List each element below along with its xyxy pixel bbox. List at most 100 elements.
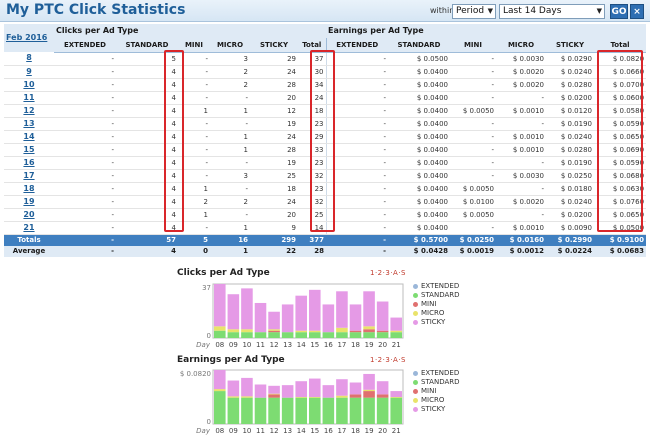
bar-segment-sticky xyxy=(268,311,280,330)
bar-segment-standard xyxy=(227,332,240,338)
table-row: 13-4- -19 23- $ 0.0400- - $ 0.0190 $ 0.0590 xyxy=(4,117,647,131)
earnings-cell: - xyxy=(496,156,546,170)
earnings-cell: $ 0.0200 xyxy=(546,208,594,222)
clicks-cell: 18 xyxy=(298,104,326,118)
bar-segment-micro xyxy=(295,330,307,333)
table-row: 15-4-1 28 33- $ 0.0400- $ 0.0010 $ 0.0280 $ 0.… xyxy=(4,143,647,157)
bar-segment-micro xyxy=(390,330,402,333)
legend-label: MICRO xyxy=(421,309,445,317)
x-tick-label: 15 xyxy=(310,427,319,435)
earnings-cell: - xyxy=(496,91,546,105)
bar-segment-standard xyxy=(309,397,321,424)
legend-label: STANDARD xyxy=(421,378,460,386)
clicks-cell: 24 xyxy=(250,130,298,144)
legend-item: EXTENDED xyxy=(413,369,460,378)
x-tick-label: 09 xyxy=(229,427,238,435)
earnings-chart-controls[interactable]: 1·2·3·A·S xyxy=(370,356,406,364)
table-row: 11-4- -20 24- $ 0.0400- - $ 0.0200 $ 0.0600 xyxy=(4,91,647,105)
day-link[interactable]: 9 xyxy=(4,65,54,79)
range-select[interactable]: Last 14 Days ▼ xyxy=(499,4,605,19)
totals-row: Totals -57 5 16 299 377- $ 0.5700 $ 0.0250 $ 0.0… xyxy=(4,234,647,246)
clicks-cell: 25 xyxy=(298,208,326,222)
earnings-cell: - xyxy=(450,169,496,183)
clicks-cell: 24 xyxy=(298,91,326,105)
average-row-cell: 1 xyxy=(210,245,250,257)
clicks-cell: 23 xyxy=(298,156,326,170)
bar-segment-sticky xyxy=(295,381,307,397)
earnings-cell: $ 0.0100 xyxy=(450,195,496,209)
earnings-cell: - xyxy=(325,78,388,92)
clicks-cell: 23 xyxy=(298,117,326,131)
day-link[interactable]: 11 xyxy=(4,91,54,105)
earnings-cell: - xyxy=(325,195,388,209)
bar-segment-standard xyxy=(241,397,253,424)
clicks-chart: 37 0 Day 08 09 10 11 12 13 14 15 16 17 18 19 20 21 xyxy=(177,280,407,350)
legend-item: MINI xyxy=(413,300,460,309)
clicks-cell: 1 xyxy=(210,221,250,235)
day-link[interactable]: 15 xyxy=(4,143,54,157)
month-link[interactable]: Feb 2016 xyxy=(6,33,48,42)
day-link[interactable]: 20 xyxy=(4,208,54,222)
y-axis-min-label: 0 xyxy=(207,418,211,426)
bar-segment-standard xyxy=(376,397,389,424)
clicks-cell: 30 xyxy=(298,65,326,79)
day-link[interactable]: 8 xyxy=(4,52,54,66)
day-link[interactable]: 13 xyxy=(4,117,54,131)
chevron-down-icon: ▼ xyxy=(487,7,493,15)
earnings-col-header: MINI xyxy=(450,38,496,53)
bar-segment-standard xyxy=(281,397,294,424)
day-link[interactable]: 19 xyxy=(4,195,54,209)
bar-segment-sticky xyxy=(376,301,389,331)
bar-segment-sticky xyxy=(268,385,280,394)
close-button[interactable]: × xyxy=(630,4,644,19)
bar-segment-mini xyxy=(349,394,362,398)
bar-segment-sticky xyxy=(390,317,402,331)
day-link[interactable]: 14 xyxy=(4,130,54,144)
clicks-chart-controls[interactable]: 1·2·3·A·S xyxy=(370,269,406,277)
day-link[interactable]: 21 xyxy=(4,221,54,235)
bar-segment-standard xyxy=(295,332,307,338)
earnings-cell: $ 0.0280 xyxy=(546,78,594,92)
clicks-col-header: Total xyxy=(298,38,326,53)
day-link[interactable]: 12 xyxy=(4,104,54,118)
day-link[interactable]: 17 xyxy=(4,169,54,183)
earnings-cell: - xyxy=(450,78,496,92)
day-link[interactable]: 18 xyxy=(4,182,54,196)
clicks-cell: 9 xyxy=(250,221,298,235)
earnings-cell: - xyxy=(325,130,388,144)
earnings-cell: $ 0.0190 xyxy=(546,156,594,170)
earnings-col-header: MICRO xyxy=(496,38,546,53)
x-tick-label: 14 xyxy=(297,427,306,435)
totals-row-cell: - xyxy=(54,234,116,246)
clicks-cell: - xyxy=(210,182,250,196)
clicks-cell: - xyxy=(54,130,116,144)
clicks-cell: - xyxy=(210,208,250,222)
bar-segment-standard xyxy=(390,397,402,424)
bar-segment-micro xyxy=(363,326,375,330)
earnings-cell: - xyxy=(325,117,388,131)
table-row: 10-4-2 28 34- $ 0.0400- $ 0.0020 $ 0.0280 $ 0.… xyxy=(4,78,647,92)
clicks-group-header: Clicks per Ad Type xyxy=(54,24,326,38)
bar-segment-micro xyxy=(214,326,226,331)
clicks-cell: 19 xyxy=(250,156,298,170)
earnings-cell: - xyxy=(450,52,496,66)
earnings-cell: $ 0.0660 xyxy=(594,65,647,79)
go-button[interactable]: GO xyxy=(610,4,628,19)
table-row: 14-4-1 24 29- $ 0.0400- $ 0.0010 $ 0.0240 $ 0.… xyxy=(4,130,647,144)
bar-segment-mini xyxy=(376,330,389,333)
legend-item: MINI xyxy=(413,387,460,396)
earnings-cell: $ 0.0400 xyxy=(388,65,450,79)
bar-segment-sticky xyxy=(254,302,267,333)
bar-segment-mini xyxy=(268,330,280,333)
bar-segment-mini xyxy=(268,394,280,398)
day-link[interactable]: 10 xyxy=(4,78,54,92)
earnings-cell: $ 0.0400 xyxy=(388,169,450,183)
clicks-cell: 4 xyxy=(116,208,178,222)
bar-segment-standard xyxy=(295,397,307,424)
earnings-cell: $ 0.0400 xyxy=(388,221,450,235)
period-select[interactable]: Period ▼ xyxy=(452,4,496,19)
x-tick-label: 20 xyxy=(378,427,387,435)
day-link[interactable]: 16 xyxy=(4,156,54,170)
bar-segment-standard xyxy=(254,397,267,424)
clicks-cell: - xyxy=(54,169,116,183)
